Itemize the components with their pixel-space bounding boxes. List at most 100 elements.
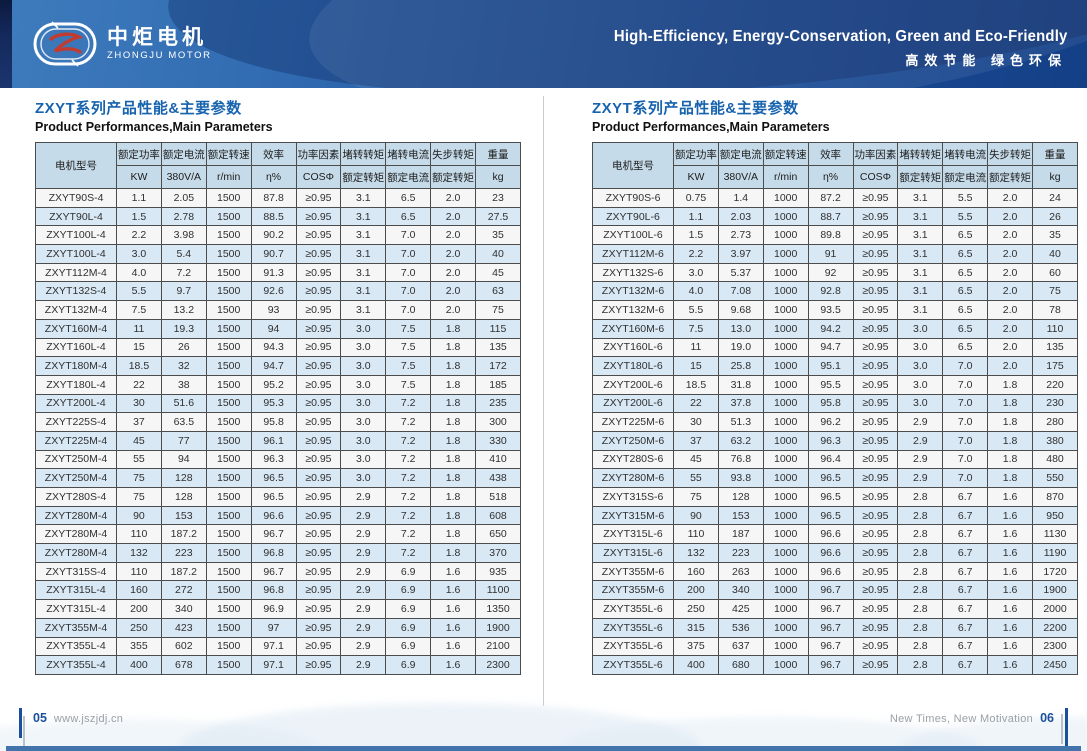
value-cell: 25.8 (717, 356, 764, 376)
value-cell: 1500 (205, 468, 252, 488)
value-cell: 3.1 (897, 225, 944, 246)
value-cell: ≥0.95 (852, 599, 899, 619)
value-cell: 1.6 (430, 617, 476, 638)
value-cell: 6.7 (942, 580, 989, 601)
value-cell: 1500 (205, 449, 252, 470)
value-cell: ≥0.95 (295, 374, 342, 395)
value-cell: 380 (1032, 430, 1078, 451)
value-cell: 3.0 (116, 244, 162, 264)
value-cell: ≥0.95 (295, 543, 342, 563)
value-cell: ≥0.95 (295, 636, 342, 657)
value-cell: ≥0.95 (295, 524, 342, 545)
value-cell: 2.8 (897, 655, 944, 675)
column-header: 堵转电流 (942, 142, 989, 166)
table-row: ZXYT280M-4 110 187.2 1500 96.7 ≥0.95 2.9 7.2 1.8… (35, 524, 521, 545)
value-cell: 6.5 (942, 244, 989, 264)
value-cell: 185 (475, 374, 521, 395)
value-cell: 1500 (205, 244, 252, 264)
value-cell: 2.9 (340, 505, 387, 526)
value-cell: 110 (673, 524, 719, 545)
value-cell: 1.5 (116, 206, 162, 227)
value-cell: 235 (475, 393, 521, 414)
value-cell: 1500 (205, 561, 252, 582)
table-row: ZXYT315L-4 160 272 1500 96.8 ≥0.95 2.9 6.9 1.6 11… (35, 580, 521, 601)
value-cell: 87.2 (807, 188, 854, 208)
value-cell: 315 (673, 617, 719, 638)
table-row: ZXYT250M-4 55 94 1500 96.3 ≥0.95 3.0 7.2 1.8 410 (35, 449, 521, 470)
value-cell: 2.9 (897, 449, 944, 470)
model-cell: ZXYT355L-6 (592, 599, 674, 619)
column-subheader: η% (807, 165, 854, 189)
value-cell: 355 (116, 636, 162, 657)
value-cell: 200 (116, 599, 162, 619)
value-cell: 2.9 (340, 655, 387, 675)
value-cell: 6.5 (942, 337, 989, 358)
value-cell: 678 (160, 655, 207, 675)
value-cell: 6.7 (942, 599, 989, 619)
value-cell: 2.8 (897, 599, 944, 619)
logo: 中炬电机 ZHONGJU MOTOR (32, 20, 212, 68)
value-cell: 153 (160, 505, 207, 526)
value-cell: ≥0.95 (852, 543, 899, 563)
model-cell: ZXYT225S-4 (35, 412, 117, 432)
value-cell: 7.2 (385, 430, 432, 451)
value-cell: 22 (116, 374, 162, 395)
model-cell: ZXYT100L-6 (592, 225, 674, 246)
model-cell: ZXYT355L-4 (35, 636, 117, 657)
value-cell: 187 (717, 524, 764, 545)
value-cell: 96.7 (250, 561, 297, 582)
value-cell: 187.2 (160, 524, 207, 545)
value-cell: 19.0 (717, 337, 764, 358)
value-cell: 3.0 (897, 356, 944, 376)
column-subheader: 额定电流 (942, 165, 989, 189)
value-cell: 97.1 (250, 636, 297, 657)
value-cell: 35 (475, 225, 521, 246)
value-cell: 1000 (762, 206, 809, 227)
value-cell: ≥0.95 (852, 262, 899, 283)
value-cell: 425 (717, 599, 764, 619)
value-cell: 9.68 (717, 300, 764, 320)
logo-name-en: ZHONGJU MOTOR (107, 50, 212, 61)
value-cell: 96.5 (807, 468, 854, 488)
model-cell: ZXYT280M-4 (35, 543, 117, 563)
value-cell: 1.6 (430, 655, 476, 675)
value-cell: 96.8 (250, 543, 297, 563)
table-row: ZXYT280M-4 90 153 1500 96.6 ≥0.95 2.9 7.2 1.8 608 (35, 505, 521, 526)
value-cell: 91 (807, 244, 854, 264)
value-cell: 1190 (1032, 543, 1078, 563)
value-cell: 76.8 (717, 449, 764, 470)
value-cell: 2.05 (160, 188, 207, 208)
value-cell: 88.7 (807, 206, 854, 227)
table-row: ZXYT180L-6 15 25.8 1000 95.1 ≥0.95 3.0 7.0 2.0 17… (592, 356, 1078, 376)
value-cell: ≥0.95 (295, 262, 342, 283)
value-cell: ≥0.95 (852, 505, 899, 526)
value-cell: 37 (673, 430, 719, 451)
value-cell: ≥0.95 (295, 617, 342, 638)
value-cell: 187.2 (160, 561, 207, 582)
value-cell: ≥0.95 (852, 524, 899, 545)
value-cell: 2.9 (340, 580, 387, 601)
value-cell: 1.8 (987, 449, 1033, 470)
left-page-number: 05 (33, 711, 47, 725)
value-cell: 1.6 (987, 561, 1033, 582)
model-cell: ZXYT132M-4 (35, 300, 117, 320)
value-cell: ≥0.95 (295, 244, 342, 264)
column-subheader: KW (673, 165, 719, 189)
value-cell: 6.5 (942, 300, 989, 320)
model-cell: ZXYT250M-4 (35, 468, 117, 488)
table-row: ZXYT200L-6 18.5 31.8 1000 95.5 ≥0.95 3.0 7.0 1.8… (592, 374, 1078, 395)
value-cell: 536 (717, 617, 764, 638)
column-subheader: 380V/A (160, 165, 207, 189)
value-cell: 6.5 (942, 281, 989, 302)
value-cell: ≥0.95 (852, 617, 899, 638)
right-page-number: 06 (1040, 711, 1054, 725)
value-cell: 11 (116, 318, 162, 339)
value-cell: 3.1 (897, 206, 944, 227)
page-header: 中炬电机 ZHONGJU MOTOR High-Efficiency, Ener… (0, 0, 1087, 88)
table-row: ZXYT280S-4 75 128 1500 96.5 ≥0.95 2.9 7.2 1.8 518 (35, 487, 521, 507)
value-cell: 2.0 (430, 206, 476, 227)
value-cell: 3.0 (897, 374, 944, 395)
value-cell: 7.0 (385, 225, 432, 246)
website-url: www.jszjdj.cn (53, 713, 124, 725)
value-cell: 172 (475, 356, 521, 376)
